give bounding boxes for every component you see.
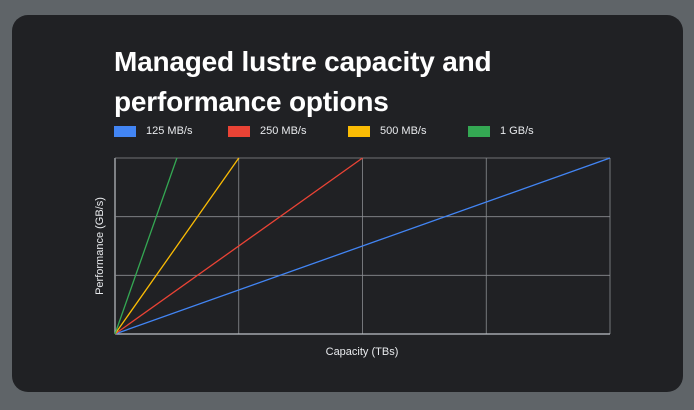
legend-swatch-1gb	[468, 125, 490, 137]
legend-swatch-125	[114, 125, 136, 137]
legend-swatch-500	[348, 125, 370, 137]
y-axis-label: Performance (GB/s)	[94, 197, 106, 295]
x-axis-label: Capacity (TBs)	[326, 346, 399, 358]
series-line-1	[114, 157, 363, 335]
chart-card	[12, 15, 683, 392]
series-line-0	[114, 157, 611, 335]
legend-label-250: 250 MB/s	[260, 125, 307, 137]
legend-item-250: 250 MB/s	[228, 124, 306, 138]
legend-item-1gb: 1 GB/s	[468, 124, 534, 138]
series-line-2	[114, 157, 240, 335]
chart-title: Managed lustre capacity and performance …	[114, 46, 492, 117]
series-line-3	[114, 157, 178, 335]
legend-label-500: 500 MB/s	[380, 125, 427, 137]
legend-item-125: 125 MB/s	[114, 124, 192, 138]
legend-label-125: 125 MB/s	[146, 125, 193, 137]
series-layer	[114, 157, 611, 335]
legend-item-500: 500 MB/s	[348, 124, 426, 138]
legend-swatch-250	[228, 125, 250, 137]
legend-label-1gb: 1 GB/s	[500, 125, 534, 137]
